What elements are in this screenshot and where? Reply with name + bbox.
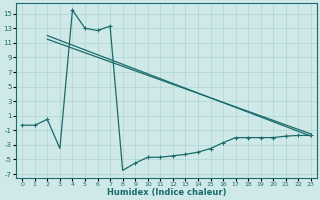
- X-axis label: Humidex (Indice chaleur): Humidex (Indice chaleur): [107, 188, 226, 197]
